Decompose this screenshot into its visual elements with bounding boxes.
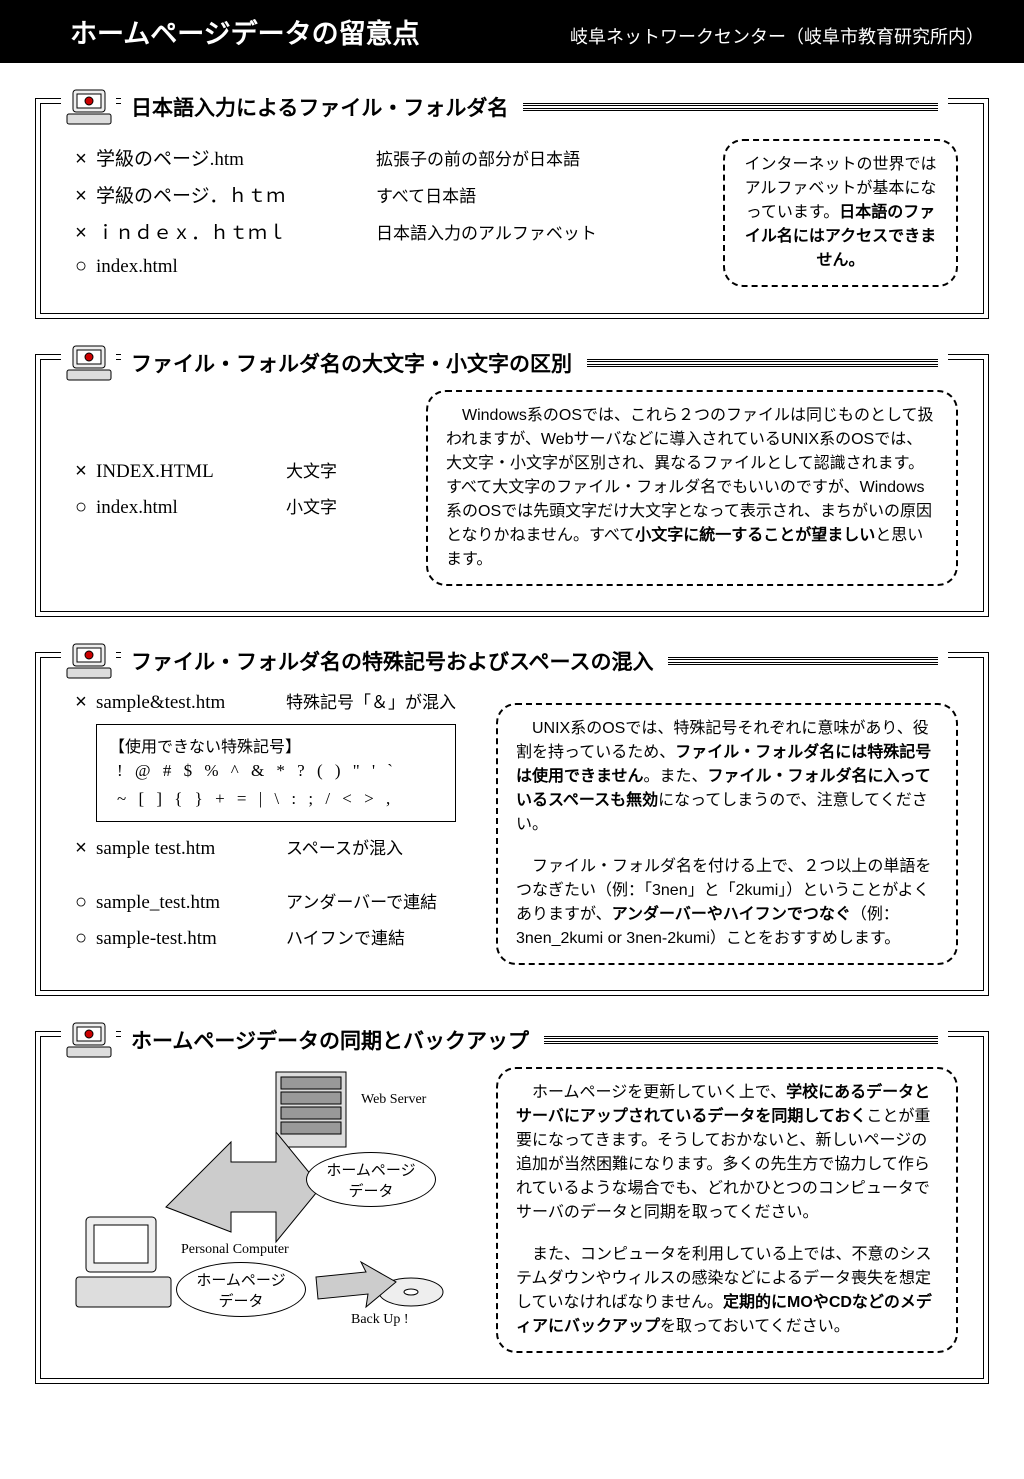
- section-title: ファイル・フォルダ名の特殊記号およびスペースの混入: [131, 646, 668, 676]
- example-list: ×sample&test.htm特殊記号「＆」が混入 【使用できない特殊記号】 …: [66, 688, 476, 965]
- callout-note: ホームページを更新していく上で、学校にあるデータとサーバにアップされているデータ…: [496, 1067, 958, 1353]
- sync-diagram: Web Server Personal Computer Back Up ! ホ…: [66, 1067, 481, 1327]
- section-case-sensitive: ファイル・フォルダ名の大文字・小文字の区別 ×INDEX.HTML大文字 ○in…: [35, 354, 989, 617]
- example-list: ×学級のページ.htm拡張子の前の部分が日本語 ×学級のページ．ｈｔｍすべて日本…: [66, 144, 713, 288]
- label-pc: Personal Computer: [181, 1242, 289, 1258]
- computer-icon: [61, 340, 116, 385]
- section-japanese-names: 日本語入力によるファイル・フォルダ名 ×学級のページ.htm拡張子の前の部分が日…: [35, 98, 989, 319]
- section-title: 日本語入力によるファイル・フォルダ名: [131, 92, 523, 122]
- section-special-chars: ファイル・フォルダ名の特殊記号およびスペースの混入 ×sample&test.h…: [35, 652, 989, 996]
- section-sync-backup: ホームページデータの同期とバックアップ: [35, 1031, 989, 1384]
- callout-note: インターネットの世界ではアルファベットが基本になっています。日本語のファイル名に…: [723, 139, 958, 287]
- label-backup: Back Up !: [351, 1312, 409, 1328]
- page-title: ホームページデータの留意点: [70, 12, 420, 51]
- example-list: ×INDEX.HTML大文字 ○index.html小文字: [66, 457, 426, 529]
- computer-icon: [61, 638, 116, 683]
- section-title: ファイル・フォルダ名の大文字・小文字の区別: [131, 348, 587, 378]
- section-title: ホームページデータの同期とバックアップ: [131, 1025, 544, 1055]
- header: ホームページデータの留意点 岐阜ネットワークセンター（岐阜市教育研究所内）: [0, 0, 1024, 63]
- data-oval-pc: ホームページ データ: [176, 1262, 306, 1317]
- label-server: Web Server: [361, 1092, 426, 1108]
- computer-icon: [61, 84, 116, 129]
- callout-note: UNIX系のOSでは、特殊記号それぞれに意味があり、役割を持っているため、ファイ…: [496, 703, 958, 965]
- data-oval-server: ホームページ データ: [306, 1152, 436, 1207]
- header-sub: 岐阜ネットワークセンター（岐阜市教育研究所内）: [570, 23, 984, 49]
- callout-note: Windows系のOSでは、これら２つのファイルは同じものとして扱われますが、W…: [426, 390, 958, 586]
- special-chars-box: 【使用できない特殊記号】 ! @ # $ % ^ & * ? ( ) " ' `…: [96, 724, 456, 822]
- computer-icon: [61, 1017, 116, 1062]
